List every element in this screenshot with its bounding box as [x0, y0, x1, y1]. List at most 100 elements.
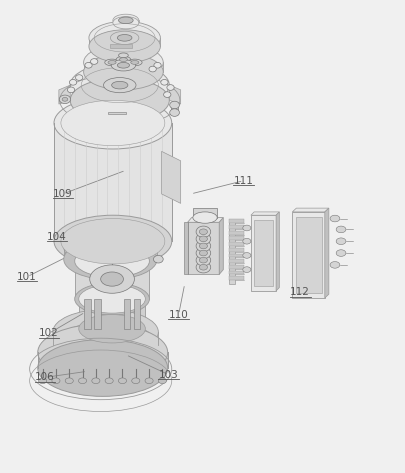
Ellipse shape	[160, 79, 168, 85]
Ellipse shape	[92, 378, 100, 384]
Text: 106: 106	[34, 372, 54, 383]
Ellipse shape	[85, 62, 92, 68]
Ellipse shape	[83, 44, 163, 80]
Ellipse shape	[38, 340, 167, 396]
Ellipse shape	[103, 78, 136, 93]
Ellipse shape	[242, 238, 250, 244]
Polygon shape	[229, 236, 243, 240]
Ellipse shape	[335, 226, 345, 233]
Ellipse shape	[127, 59, 142, 66]
Ellipse shape	[242, 225, 250, 231]
Ellipse shape	[199, 236, 207, 242]
Polygon shape	[292, 212, 324, 298]
Polygon shape	[229, 225, 243, 229]
Ellipse shape	[75, 283, 149, 315]
Ellipse shape	[153, 62, 161, 68]
Ellipse shape	[196, 226, 210, 237]
Polygon shape	[295, 217, 321, 293]
Bar	[192, 208, 217, 218]
Polygon shape	[250, 212, 279, 215]
Ellipse shape	[199, 257, 207, 263]
Polygon shape	[219, 218, 223, 274]
Polygon shape	[292, 208, 328, 212]
Ellipse shape	[196, 233, 210, 245]
Polygon shape	[187, 218, 223, 222]
Ellipse shape	[199, 229, 207, 235]
Polygon shape	[59, 85, 70, 104]
Polygon shape	[275, 212, 279, 291]
Polygon shape	[229, 276, 243, 280]
Polygon shape	[229, 271, 243, 274]
Ellipse shape	[78, 378, 86, 384]
Polygon shape	[229, 254, 243, 257]
Polygon shape	[187, 222, 219, 274]
Ellipse shape	[329, 215, 339, 222]
Ellipse shape	[130, 61, 139, 64]
Polygon shape	[250, 215, 275, 291]
Bar	[134, 299, 140, 329]
Ellipse shape	[69, 79, 77, 85]
Ellipse shape	[113, 17, 139, 29]
Polygon shape	[229, 265, 243, 269]
Text: 101: 101	[17, 272, 37, 282]
Polygon shape	[253, 220, 272, 286]
Ellipse shape	[242, 253, 250, 258]
Ellipse shape	[149, 66, 156, 72]
Ellipse shape	[145, 378, 153, 384]
Ellipse shape	[53, 323, 158, 368]
Ellipse shape	[335, 238, 345, 245]
Ellipse shape	[89, 30, 160, 63]
Ellipse shape	[104, 59, 119, 66]
Polygon shape	[183, 222, 187, 274]
Ellipse shape	[113, 14, 139, 26]
Polygon shape	[229, 242, 243, 246]
Ellipse shape	[54, 215, 171, 267]
Ellipse shape	[158, 378, 166, 384]
Text: 102: 102	[38, 328, 58, 339]
Polygon shape	[38, 352, 167, 368]
Ellipse shape	[64, 239, 157, 280]
Ellipse shape	[100, 272, 123, 286]
Ellipse shape	[199, 250, 207, 256]
Ellipse shape	[83, 54, 163, 90]
Polygon shape	[161, 151, 180, 203]
Ellipse shape	[118, 378, 126, 384]
Ellipse shape	[61, 219, 164, 264]
Bar	[109, 44, 132, 48]
Ellipse shape	[70, 63, 169, 107]
Ellipse shape	[117, 35, 132, 41]
Ellipse shape	[196, 262, 210, 273]
Polygon shape	[79, 299, 145, 329]
Ellipse shape	[196, 254, 210, 266]
Text: 103: 103	[158, 369, 178, 380]
Ellipse shape	[118, 17, 133, 24]
Ellipse shape	[196, 247, 210, 259]
Ellipse shape	[89, 21, 160, 54]
Ellipse shape	[79, 285, 145, 313]
Ellipse shape	[64, 227, 157, 267]
Ellipse shape	[192, 212, 217, 223]
Ellipse shape	[62, 97, 68, 101]
Ellipse shape	[116, 56, 130, 63]
Ellipse shape	[54, 97, 171, 149]
Ellipse shape	[75, 75, 83, 80]
Ellipse shape	[199, 264, 207, 270]
Text: 111: 111	[233, 175, 253, 186]
Bar	[124, 299, 130, 329]
Ellipse shape	[111, 81, 128, 89]
Bar	[84, 299, 90, 329]
Polygon shape	[107, 112, 126, 114]
Ellipse shape	[75, 245, 149, 277]
Ellipse shape	[108, 61, 116, 64]
Polygon shape	[229, 259, 243, 263]
Ellipse shape	[105, 378, 113, 384]
Ellipse shape	[242, 267, 250, 272]
Ellipse shape	[90, 265, 134, 293]
Ellipse shape	[117, 62, 129, 68]
Ellipse shape	[163, 92, 171, 97]
Polygon shape	[229, 248, 243, 252]
Text: 109: 109	[53, 189, 72, 199]
Ellipse shape	[65, 378, 73, 384]
Ellipse shape	[199, 243, 207, 249]
Polygon shape	[229, 219, 243, 223]
